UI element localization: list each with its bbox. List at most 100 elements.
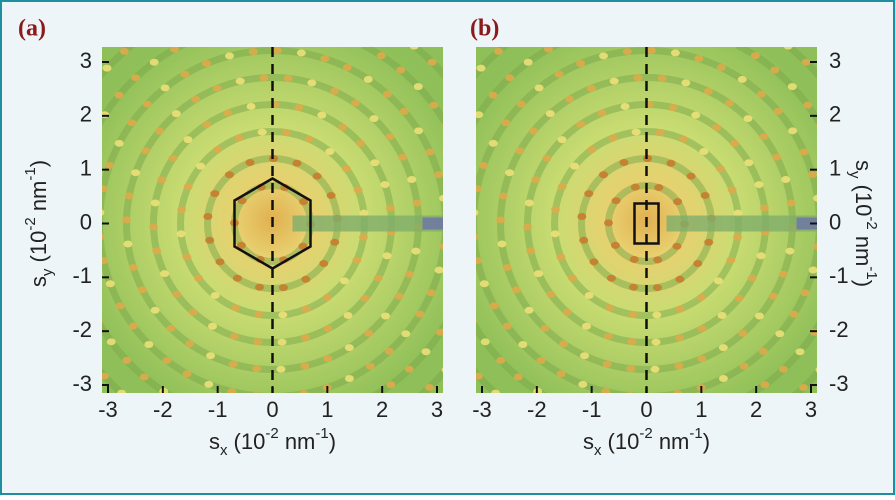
spot (323, 325, 332, 332)
spot (679, 136, 688, 143)
spot (699, 148, 708, 155)
spot (757, 91, 766, 98)
spot (523, 223, 532, 230)
spot (587, 85, 596, 92)
spot (719, 344, 728, 351)
spot (381, 312, 390, 319)
spot (556, 254, 565, 261)
spot (125, 192, 134, 199)
spot (629, 284, 638, 291)
spot (697, 294, 706, 301)
spot (681, 79, 690, 86)
spot (650, 366, 659, 373)
spot (131, 74, 140, 81)
spot (180, 71, 189, 78)
label-part: s (26, 276, 51, 287)
spot (505, 169, 514, 176)
spot (211, 292, 220, 299)
spot (122, 357, 131, 364)
spot (557, 370, 566, 377)
x-tick-label: 1 (321, 397, 333, 422)
spot (481, 338, 490, 345)
spot (603, 361, 612, 368)
spot (377, 52, 386, 59)
spot (599, 171, 608, 178)
spot (203, 213, 212, 220)
spot (325, 148, 334, 155)
spot (370, 115, 379, 122)
y-tick-label: -2 (829, 317, 849, 342)
spot (694, 55, 703, 62)
spot (386, 381, 395, 388)
spot (755, 312, 764, 319)
spot (106, 280, 115, 287)
spot (184, 136, 193, 143)
spot (411, 248, 420, 255)
x-tick-label: -1 (582, 397, 602, 422)
spot (704, 239, 713, 246)
y-tick-label: 3 (829, 48, 841, 73)
spot (413, 200, 422, 207)
label-part: -1 (863, 266, 880, 279)
spot (738, 76, 747, 83)
spot (317, 112, 326, 119)
spot (352, 257, 361, 264)
spot (225, 52, 234, 59)
y-tick-label: 2 (80, 102, 92, 127)
spot (245, 159, 254, 166)
spot (551, 230, 560, 237)
spot (621, 103, 630, 110)
spot (185, 340, 194, 347)
x-tick-label: -1 (208, 397, 228, 422)
spot (717, 64, 726, 71)
spot (656, 129, 665, 136)
spot (386, 205, 395, 212)
spot (330, 239, 339, 246)
spot (785, 248, 794, 255)
spot (231, 304, 240, 311)
spot (503, 323, 512, 330)
spot (183, 370, 192, 377)
label-part: (10 (227, 429, 265, 454)
spot (534, 270, 543, 277)
label-part: nm (851, 230, 876, 267)
spot (489, 140, 498, 147)
spot (725, 100, 734, 107)
label-part: -2 (22, 217, 39, 230)
spot (718, 312, 727, 319)
spot (701, 192, 710, 199)
spot (184, 183, 193, 190)
spot (599, 52, 608, 59)
spot (546, 110, 555, 117)
spot (340, 277, 349, 284)
spot (808, 171, 817, 178)
spot (297, 49, 306, 56)
spot (427, 289, 436, 296)
spot (674, 362, 683, 369)
spot (626, 365, 635, 372)
spot (161, 84, 170, 91)
x-tick-label: 2 (376, 397, 388, 422)
spot (196, 163, 205, 170)
spot (301, 334, 310, 341)
spot (799, 384, 808, 391)
spot (630, 256, 639, 263)
spot (396, 67, 405, 74)
spot (210, 190, 219, 197)
spot (345, 375, 354, 382)
spot (307, 79, 316, 86)
spot (514, 373, 523, 380)
spot (233, 275, 242, 282)
spot (605, 304, 614, 311)
spot (189, 309, 198, 316)
spot (604, 333, 613, 340)
spot (576, 121, 585, 128)
spot (579, 237, 588, 244)
spot (604, 219, 613, 226)
spot (279, 284, 288, 291)
spot (563, 309, 572, 316)
spot (385, 133, 394, 140)
spot (361, 295, 370, 302)
spot (494, 48, 503, 55)
spot (757, 252, 766, 259)
